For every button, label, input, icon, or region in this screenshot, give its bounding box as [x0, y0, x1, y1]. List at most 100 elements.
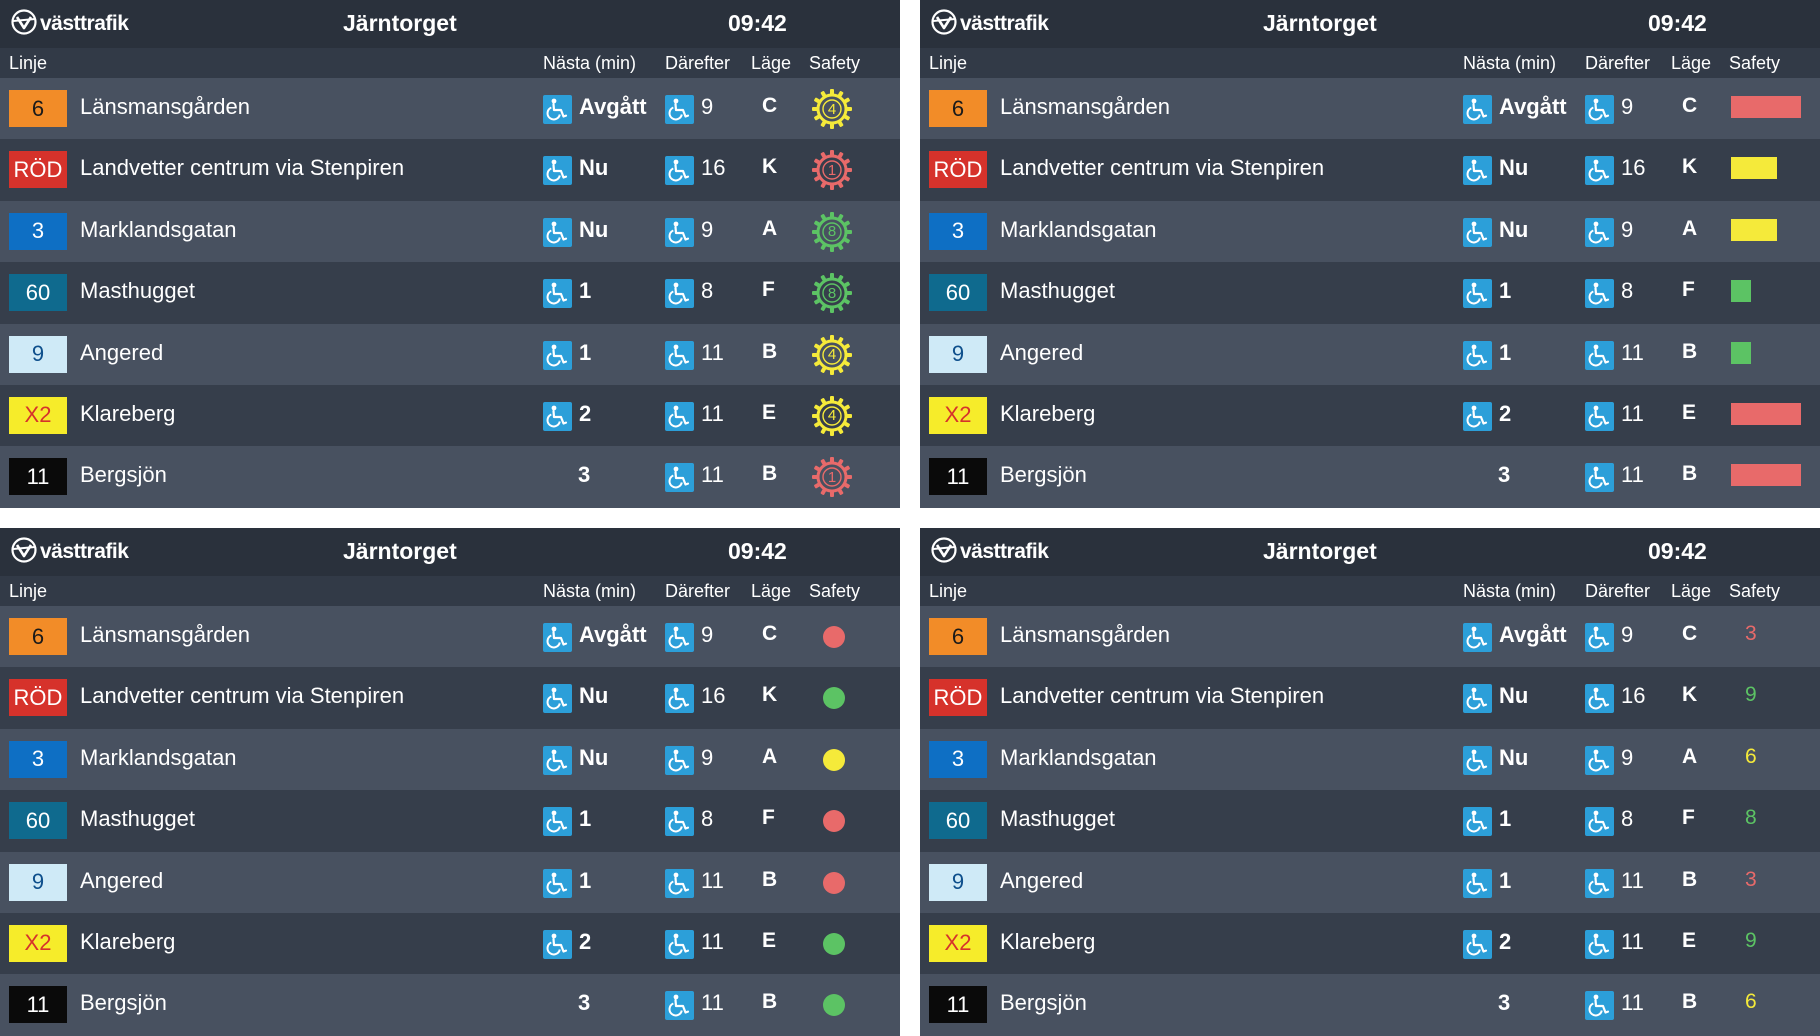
platform: E — [762, 400, 777, 424]
wheelchair-icon — [1463, 684, 1492, 714]
departure-row[interactable]: X2 Klareberg 2 11 E 9 — [920, 912, 1820, 975]
safety-bar — [1731, 96, 1801, 118]
wheelchair-icon — [543, 95, 572, 124]
departure-row[interactable]: 60 Masthugget 1 8 F — [920, 262, 1820, 324]
next-departure: Nu — [1499, 216, 1529, 242]
destination: Angered — [1000, 339, 1084, 365]
departure-row[interactable]: RÖD Landvetter centrum via Stenpiren Nu 16 K… — [920, 667, 1820, 729]
next-departure: Avgått — [1499, 94, 1567, 119]
destination: Länsmansgården — [80, 94, 251, 119]
wheelchair-icon — [543, 807, 572, 837]
next-departure: Avgått — [1499, 622, 1567, 647]
departure-row[interactable]: 11 Bergsjön 3 11 B 1 — [0, 446, 900, 508]
line-badge: 11 — [929, 986, 987, 1024]
departure-row[interactable]: 3 Marklandsgatan Nu 9 A 6 — [920, 728, 1820, 791]
safety-score: 3 — [1745, 867, 1757, 891]
departure-row[interactable]: 6 Länsmansgården Avgått 9 C — [0, 606, 900, 668]
safety-score: 4 — [827, 100, 837, 118]
wheelchair-icon — [665, 279, 694, 309]
line-badge: 9 — [929, 335, 987, 373]
safety-indicator — [809, 614, 869, 660]
platform: C — [1682, 94, 1698, 117]
destination: Angered — [80, 339, 164, 365]
stop-name: Järntorget — [1263, 538, 1377, 564]
next-departure: 1 — [579, 806, 592, 832]
wheelchair-icon — [1463, 745, 1492, 775]
safety-dot — [823, 994, 845, 1017]
safety-indicator — [809, 798, 869, 844]
column-line: Linje — [929, 53, 968, 73]
following-departure: 16 — [1621, 683, 1646, 709]
next-departure: Nu — [579, 683, 609, 709]
safety-gear-icon: 4 — [811, 334, 853, 376]
next-departure: Nu — [1499, 744, 1529, 770]
board-header: västtrafik Järntorget 09:42 — [920, 0, 1820, 48]
safety-score: 8 — [827, 223, 837, 241]
platform: K — [762, 683, 778, 707]
departure-row[interactable]: 11 Bergsjön 3 11 B — [920, 446, 1820, 508]
departure-row[interactable]: 3 Marklandsgatan Nu 9 A 8 — [0, 200, 900, 263]
departure-row[interactable]: 60 Masthugget 1 8 F 8 — [0, 262, 900, 324]
departure-row[interactable]: X2 Klareberg 2 11 E 4 — [0, 384, 900, 447]
safety-indicator — [809, 982, 869, 1028]
line-badge: X2 — [929, 396, 987, 434]
departure-row[interactable]: 6 Länsmansgården Avgått 9 C — [920, 78, 1820, 140]
departure-row[interactable]: 6 Länsmansgården Avgått 9 C 3 — [920, 606, 1820, 668]
departure-row[interactable]: RÖD Landvetter centrum via Stenpiren Nu 16 K… — [0, 139, 900, 201]
departure-row[interactable]: 11 Bergsjön 3 11 B — [0, 974, 900, 1036]
departure-row[interactable]: RÖD Landvetter centrum via Stenpiren Nu 16 K — [0, 667, 900, 729]
departure-board-gear: västtrafik Järntorget 09:42 Linje Nästa (min… — [0, 0, 900, 508]
line-badge: 6 — [929, 618, 987, 655]
column-next: Nästa (min) — [1463, 581, 1557, 601]
departure-row[interactable]: 6 Länsmansgården Avgått 9 C 4 — [0, 78, 900, 140]
safety-score: 8 — [1745, 806, 1757, 830]
line-badge: RÖD — [9, 679, 67, 717]
departure-row[interactable]: 60 Masthugget 1 8 F 8 — [920, 790, 1820, 852]
departure-row[interactable]: X2 Klareberg 2 11 E — [920, 384, 1820, 447]
departure-row[interactable]: 9 Angered 1 11 B — [0, 851, 900, 913]
departure-row[interactable]: 9 Angered 1 11 B — [920, 323, 1820, 385]
vasttrafik-logo-icon — [930, 536, 958, 568]
platform: F — [762, 278, 775, 302]
platform: B — [1682, 990, 1698, 1014]
departure-row[interactable]: 3 Marklandsgatan Nu 9 A — [920, 200, 1820, 263]
wheelchair-icon — [665, 807, 694, 837]
next-departure: Nu — [1499, 155, 1529, 181]
following-departure: 9 — [1621, 216, 1634, 242]
safety-indicator — [809, 921, 869, 967]
safety-dot — [823, 687, 845, 710]
safety-indicator — [1729, 454, 1801, 500]
departure-list: 6 Länsmansgården Avgått 9 C 3 RÖD Landvetter ce… — [920, 606, 1820, 1036]
line-badge: RÖD — [929, 151, 987, 189]
column-next: Nästa (min) — [543, 53, 637, 73]
departure-row[interactable]: 3 Marklandsgatan Nu 9 A — [0, 728, 900, 791]
line-badge: 11 — [929, 458, 987, 496]
next-departure: Nu — [579, 216, 609, 242]
next-departure: 2 — [1499, 400, 1512, 426]
next-departure: Nu — [1499, 683, 1529, 709]
departure-row[interactable]: RÖD Landvetter centrum via Stenpiren Nu 16 K — [920, 139, 1820, 201]
platform: E — [1682, 928, 1697, 952]
safety-score: 6 — [1745, 990, 1757, 1014]
column-headers: Linje Nästa (min) Därefter Läge Safety — [0, 48, 900, 78]
departure-list: 6 Länsmansgården Avgått 9 C RÖD Landvetter cen… — [920, 78, 1820, 508]
following-departure: 11 — [701, 339, 724, 365]
destination: Masthugget — [80, 278, 195, 304]
safety-score: 8 — [827, 284, 837, 302]
destination: Bergsjön — [1000, 990, 1087, 1016]
safety-indicator — [1729, 209, 1789, 255]
platform: C — [1682, 622, 1698, 645]
safety-indicator — [1729, 393, 1801, 439]
departure-row[interactable]: 60 Masthugget 1 8 F — [0, 790, 900, 852]
next-departure: 2 — [579, 928, 592, 954]
safety-indicator: 6 — [1729, 982, 1789, 1028]
column-headers: Linje Nästa (min) Därefter Läge Safety — [920, 48, 1820, 78]
departure-row[interactable]: 11 Bergsjön 3 11 B 6 — [920, 974, 1820, 1036]
column-platform: Läge — [751, 581, 792, 601]
departure-row[interactable]: X2 Klareberg 2 11 E — [0, 912, 900, 975]
following-departure: 9 — [701, 94, 714, 119]
following-departure: 16 — [701, 155, 726, 181]
safety-bar — [1731, 157, 1777, 180]
departure-row[interactable]: 9 Angered 1 11 B 3 — [920, 851, 1820, 913]
departure-row[interactable]: 9 Angered 1 11 B 4 — [0, 323, 900, 385]
